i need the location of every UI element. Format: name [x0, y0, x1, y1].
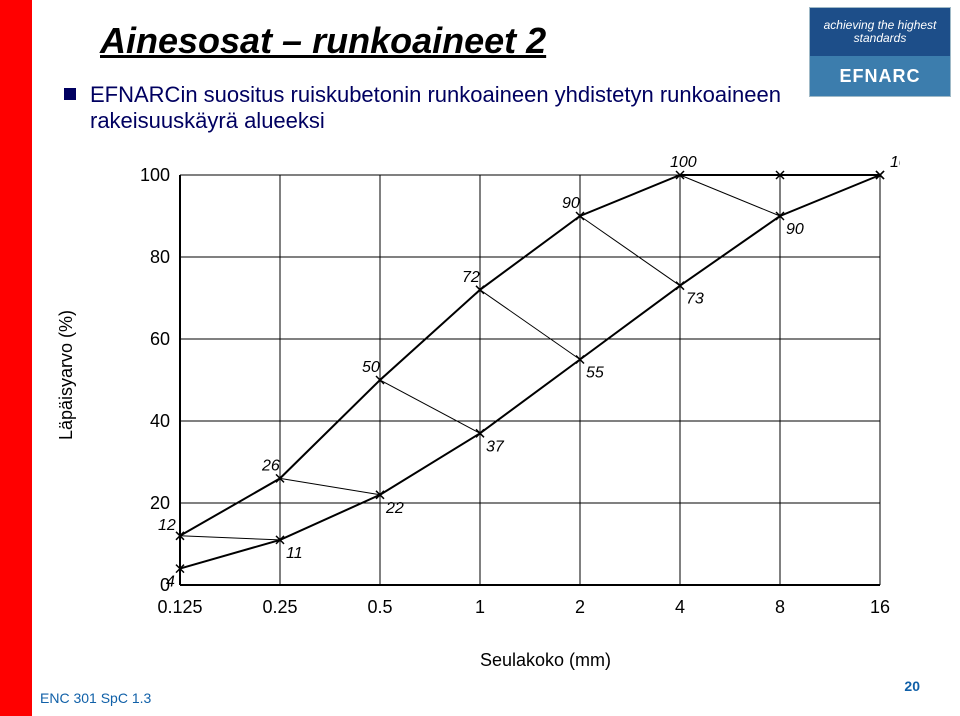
svg-text:2: 2 — [575, 597, 585, 617]
svg-text:40: 40 — [150, 411, 170, 431]
y-axis-label: Läpäisyarvo (%) — [56, 310, 77, 440]
svg-text:1: 1 — [475, 597, 485, 617]
slide: achieving the highest standards EFNARC A… — [0, 0, 960, 716]
subtitle-text: EFNARCin suositus ruiskubetonin runkoain… — [90, 82, 810, 135]
svg-text:16: 16 — [870, 597, 890, 617]
page-number: 20 — [904, 678, 920, 694]
chart-svg: 0204060801000.1250.250.51248161226507290… — [120, 150, 900, 640]
page-title: Ainesosat – runkoaineet 2 — [100, 20, 546, 62]
svg-text:37: 37 — [486, 438, 505, 455]
svg-text:4: 4 — [166, 574, 175, 591]
left-red-stripe — [0, 0, 32, 716]
svg-text:4: 4 — [675, 597, 685, 617]
efnarc-logo: achieving the highest standards EFNARC — [810, 8, 950, 96]
svg-text:100: 100 — [670, 154, 697, 171]
svg-text:8: 8 — [775, 597, 785, 617]
svg-text:90: 90 — [562, 195, 580, 212]
logo-brand: EFNARC — [810, 56, 950, 96]
x-axis-label: Seulakoko (mm) — [480, 650, 611, 671]
svg-text:0.25: 0.25 — [262, 597, 297, 617]
svg-text:73: 73 — [686, 291, 704, 308]
bullet-icon — [64, 88, 76, 100]
svg-text:0.125: 0.125 — [157, 597, 202, 617]
svg-text:50: 50 — [362, 359, 380, 376]
svg-text:55: 55 — [586, 365, 604, 382]
logo-tagline: achieving the highest standards — [810, 8, 950, 56]
svg-text:26: 26 — [261, 457, 280, 474]
svg-text:90: 90 — [786, 221, 804, 238]
svg-text:22: 22 — [385, 500, 404, 517]
svg-text:0.5: 0.5 — [367, 597, 392, 617]
svg-text:11: 11 — [286, 545, 303, 562]
svg-text:100: 100 — [140, 165, 170, 185]
footer-code: ENC 301 SpC 1.3 — [40, 690, 151, 706]
svg-text:12: 12 — [158, 517, 176, 534]
svg-text:20: 20 — [150, 493, 170, 513]
svg-text:72: 72 — [462, 269, 480, 286]
svg-text:60: 60 — [150, 329, 170, 349]
svg-text:100: 100 — [890, 154, 900, 171]
svg-text:80: 80 — [150, 247, 170, 267]
grading-chart: 0204060801000.1250.250.51248161226507290… — [120, 150, 900, 640]
